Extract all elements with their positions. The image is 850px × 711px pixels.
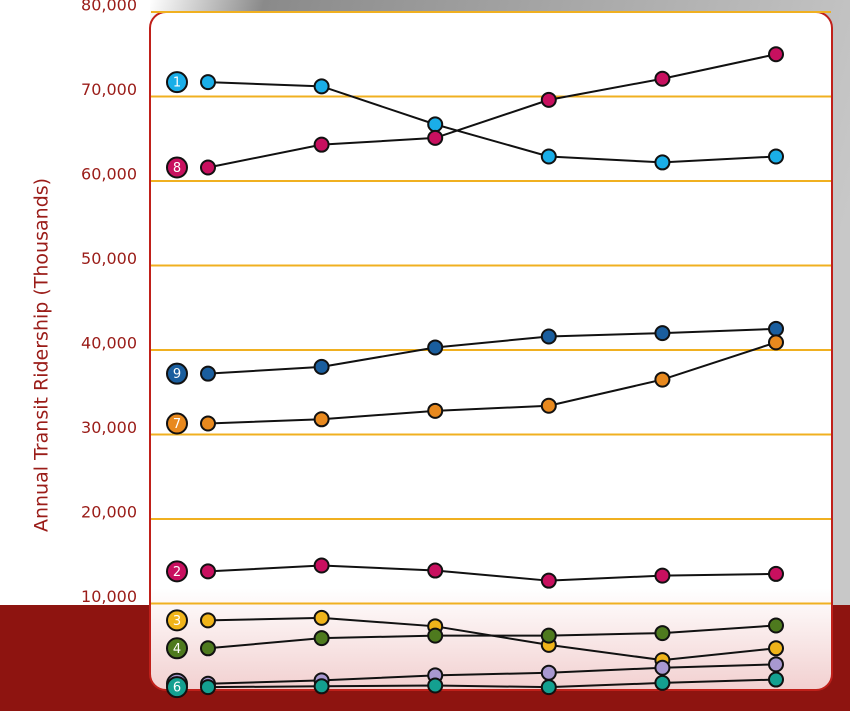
data-point: [313, 136, 330, 153]
data-point: [313, 630, 330, 647]
data-point: [654, 154, 671, 171]
data-point: [654, 674, 671, 691]
data-point: [427, 562, 444, 579]
data-point: [654, 625, 671, 642]
data-point: [200, 612, 216, 629]
data-point: [654, 371, 671, 388]
data-point: [768, 656, 784, 673]
data-point: [768, 565, 784, 582]
data-point: [768, 671, 784, 688]
series-badge: [166, 676, 188, 699]
data-point: [200, 415, 216, 432]
data-point: [768, 148, 784, 165]
data-point: [540, 627, 557, 644]
data-point: [768, 320, 784, 337]
series-label: 4: [173, 642, 181, 657]
series-label: 3: [173, 614, 181, 629]
data-point: [654, 567, 671, 584]
data-point: [540, 328, 557, 345]
y-axis-title: Annual Transit Ridership (Thousands): [31, 178, 53, 532]
data-point: [768, 46, 784, 63]
series-badge: [166, 362, 188, 385]
data-point: [540, 572, 557, 589]
data-point: [540, 664, 557, 681]
y-tick-label: 70,000: [81, 80, 137, 99]
data-point: [427, 339, 444, 356]
data-point: [427, 129, 444, 146]
series-badge: [166, 412, 188, 435]
series-badge: [166, 156, 188, 179]
data-point: [654, 659, 671, 676]
y-tick-label: 50,000: [81, 249, 137, 268]
data-point: [313, 609, 330, 626]
series-line: [207, 53, 777, 169]
data-point: [540, 679, 557, 696]
series-label: 9: [173, 367, 181, 382]
series-line: [207, 81, 777, 164]
data-point: [200, 563, 216, 580]
series-line: [207, 624, 777, 650]
series-label: 8: [173, 161, 181, 176]
series-badge: [166, 609, 188, 632]
data-point: [200, 159, 216, 176]
data-point: [540, 397, 557, 414]
data-point: [768, 617, 784, 634]
data-point: [540, 91, 557, 108]
series-line: [207, 327, 777, 375]
data-point: [427, 402, 444, 419]
data-point: [313, 358, 330, 375]
series-label: 6: [173, 681, 181, 696]
data-point: [200, 365, 216, 382]
series-label: 7: [173, 417, 181, 432]
data-point: [313, 678, 330, 695]
data-point: [427, 677, 444, 694]
y-tick-label: 20,000: [81, 503, 137, 522]
data-point: [313, 78, 330, 95]
y-tick-label: 80,000: [81, 0, 137, 15]
data-point: [654, 325, 671, 342]
series-line: [207, 564, 777, 582]
data-point: [427, 627, 444, 644]
data-point: [427, 116, 444, 133]
data-point: [540, 148, 557, 165]
y-tick-label: 10,000: [81, 587, 137, 606]
series-line: [207, 341, 777, 425]
data-point: [313, 557, 330, 574]
series-label: 2: [173, 565, 181, 580]
data-point: [200, 640, 216, 657]
data-point: [768, 640, 784, 657]
data-point: [768, 334, 784, 351]
y-tick-label: 30,000: [81, 418, 137, 437]
data-point: [200, 679, 216, 696]
data-point: [200, 74, 216, 91]
series-badge: [166, 560, 188, 583]
series-line: [207, 678, 777, 689]
series-badge: [166, 71, 188, 94]
data-point: [313, 411, 330, 428]
series-label: 1: [173, 76, 181, 91]
series-line: [207, 663, 777, 685]
y-tick-label: 40,000: [81, 334, 137, 353]
data-point: [654, 70, 671, 87]
y-tick-label: 60,000: [81, 165, 137, 184]
series-badge: [166, 637, 188, 660]
